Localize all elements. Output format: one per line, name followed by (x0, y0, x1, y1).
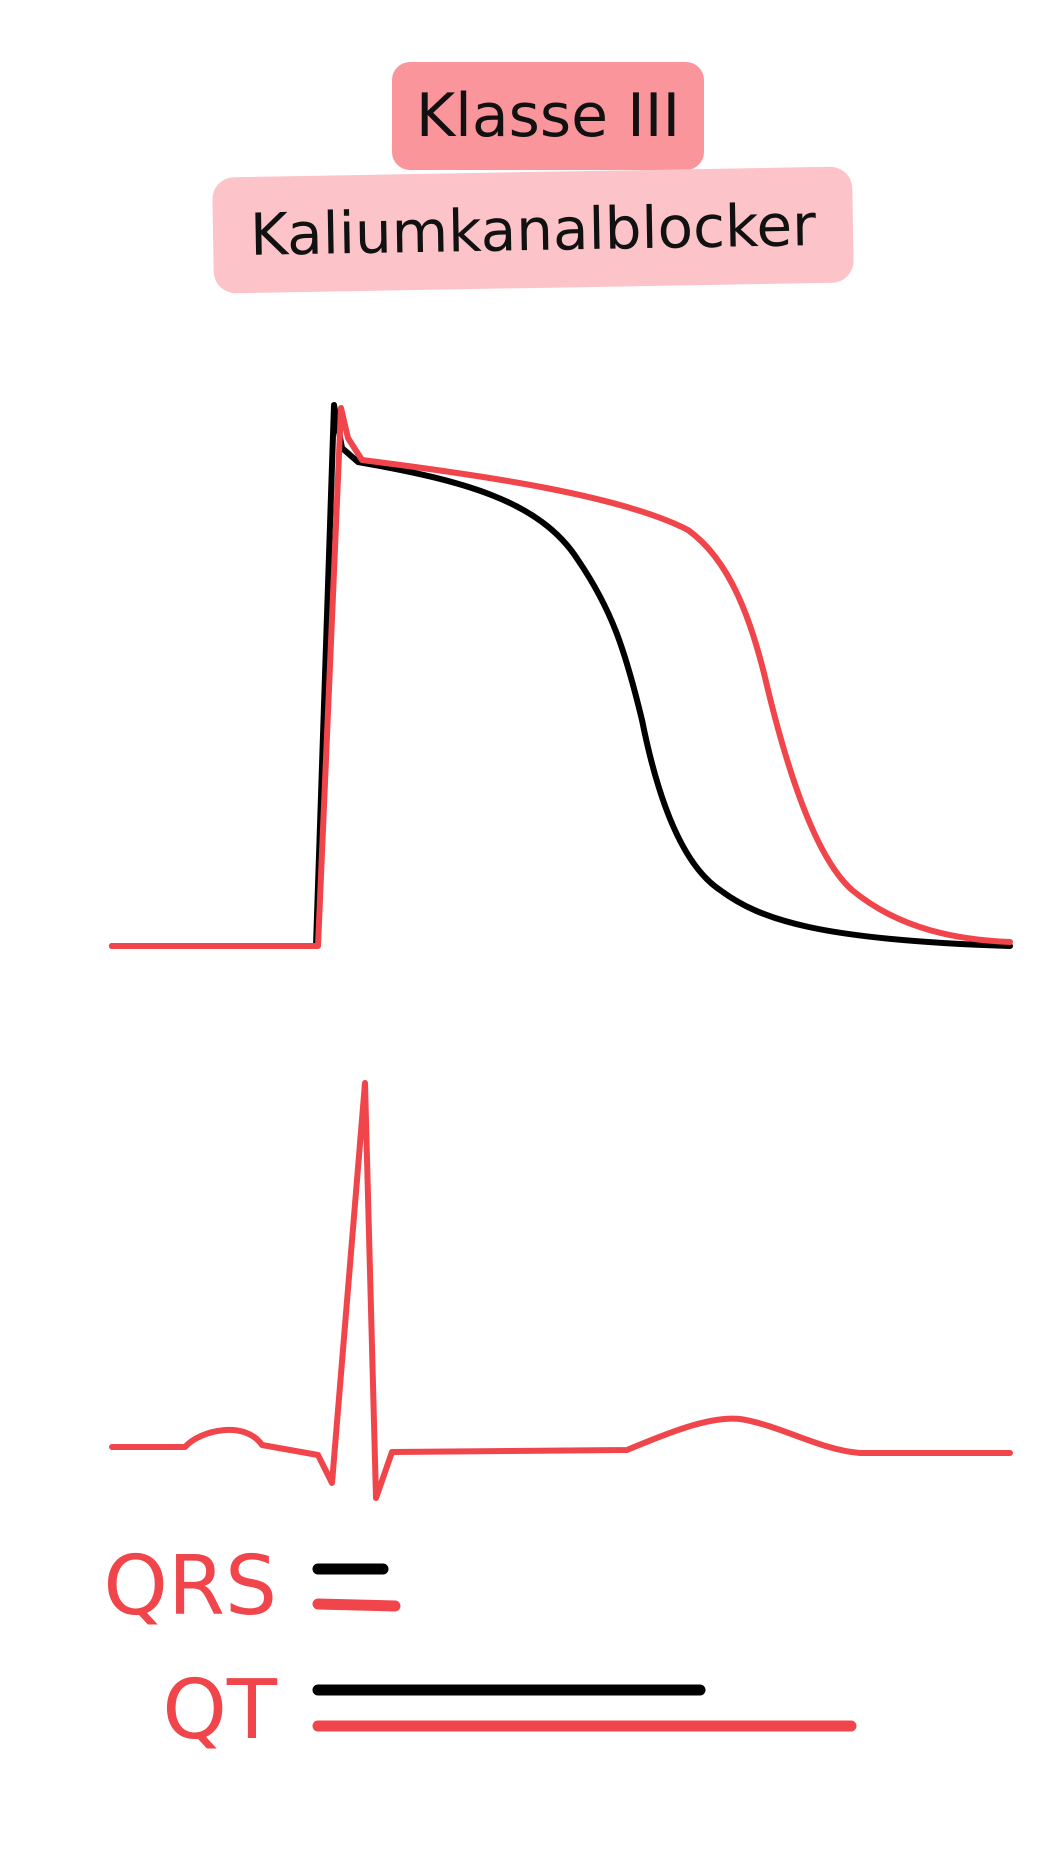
qrs-drug-bar (312, 1598, 401, 1612)
action-potential-prolonged-curve (109, 405, 1013, 949)
qrs-label: QRS (103, 1539, 277, 1634)
class-badge-label: Klasse III (415, 81, 681, 151)
action-potential-baseline-curve (109, 402, 1013, 949)
qt-label: QT (162, 1663, 277, 1758)
class-badge: Klasse III (392, 62, 704, 170)
ecg-curve (109, 1080, 1013, 1501)
